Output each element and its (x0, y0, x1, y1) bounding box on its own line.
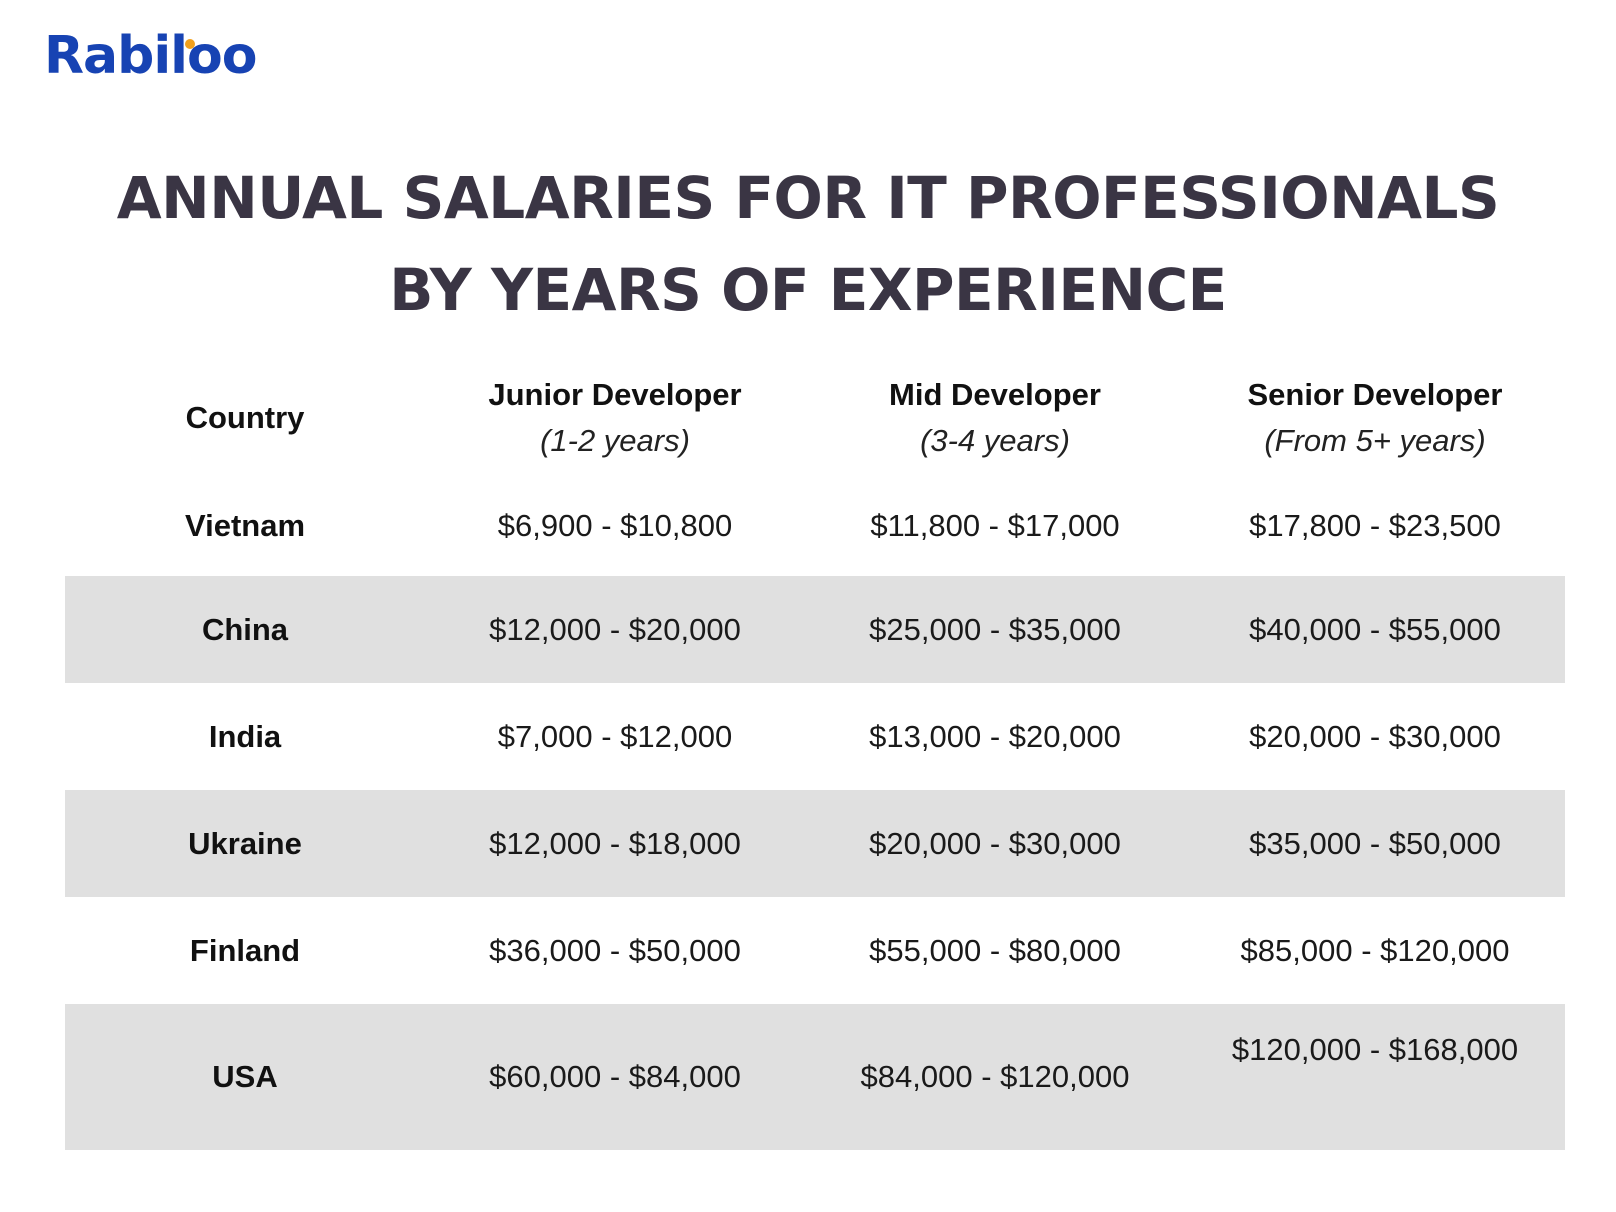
header-junior: Junior Developer (1-2 years) (425, 360, 805, 476)
header-senior: Senior Developer (From 5+ years) (1185, 360, 1565, 476)
country-cell: USA (212, 1059, 278, 1094)
salary-table: Country Junior Developer (1-2 years) Mid… (65, 360, 1565, 1150)
country-cell: Finland (189, 932, 301, 968)
country-cell: Ukraine (188, 825, 302, 861)
table-row: Ukraine $12,000 - $18,000 $20,000 - $30,… (65, 790, 1565, 897)
logo-dot-icon (185, 39, 195, 49)
junior-salary-cell: $12,000 - $20,000 (489, 611, 741, 647)
rabiloo-logo: Rabiloo (44, 30, 257, 82)
senior-salary-cell: $120,000 - $168,000 (1231, 1032, 1519, 1067)
header-country-label: Country (185, 400, 305, 435)
mid-salary-cell: $55,000 - $80,000 (869, 932, 1121, 968)
table-row: USA $60,000 - $84,000 $84,000 - $120,000… (65, 1004, 1565, 1150)
page-title: ANNUAL SALARIES FOR IT PROFESSIONALS BY … (0, 152, 1616, 336)
senior-salary-cell: $85,000 - $120,000 (1240, 932, 1510, 968)
logo-text: Rabiloo (44, 26, 257, 86)
junior-salary-cell: $60,000 - $84,000 (489, 1059, 741, 1094)
mid-salary-cell: $20,000 - $30,000 (869, 825, 1121, 861)
header-country: Country (65, 360, 425, 476)
mid-salary-cell: $25,000 - $35,000 (869, 611, 1121, 647)
country-cell: Vietnam (184, 508, 306, 543)
senior-salary-cell: $20,000 - $30,000 (1249, 718, 1501, 754)
table-row: Vietnam $6,900 - $10,800 $11,800 - $17,0… (65, 476, 1565, 576)
header-mid-sub: (3-4 years) (920, 423, 1070, 458)
table-row: China $12,000 - $20,000 $25,000 - $35,00… (65, 576, 1565, 683)
mid-salary-cell: $84,000 - $120,000 (860, 1059, 1130, 1094)
header-senior-label: Senior Developer (1247, 377, 1503, 412)
country-cell: China (201, 611, 289, 647)
junior-salary-cell: $36,000 - $50,000 (489, 932, 741, 968)
junior-salary-cell: $12,000 - $18,000 (489, 825, 741, 861)
header-mid-label: Mid Developer (889, 377, 1101, 412)
header-junior-sub: (1-2 years) (540, 423, 690, 458)
junior-salary-cell: $7,000 - $12,000 (497, 718, 733, 754)
header-senior-sub: (From 5+ years) (1264, 423, 1486, 458)
mid-salary-cell: $13,000 - $20,000 (869, 718, 1121, 754)
senior-salary-cell: $17,800 - $23,500 (1249, 508, 1501, 543)
table-row: Finland $36,000 - $50,000 $55,000 - $80,… (65, 897, 1565, 1004)
title-line-1: ANNUAL SALARIES FOR IT PROFESSIONALS (116, 164, 1500, 232)
table-header: Country Junior Developer (1-2 years) Mid… (65, 360, 1565, 476)
mid-salary-cell: $11,800 - $17,000 (870, 508, 1120, 543)
title-line-2: BY YEARS OF EXPERIENCE (389, 256, 1227, 324)
country-cell: India (208, 718, 282, 754)
header-junior-label: Junior Developer (488, 377, 742, 412)
table-row: India $7,000 - $12,000 $13,000 - $20,000… (65, 683, 1565, 790)
junior-salary-cell: $6,900 - $10,800 (497, 508, 733, 543)
header-mid: Mid Developer (3-4 years) (805, 360, 1185, 476)
senior-salary-cell: $35,000 - $50,000 (1249, 825, 1501, 861)
senior-salary-cell: $40,000 - $55,000 (1249, 611, 1501, 647)
